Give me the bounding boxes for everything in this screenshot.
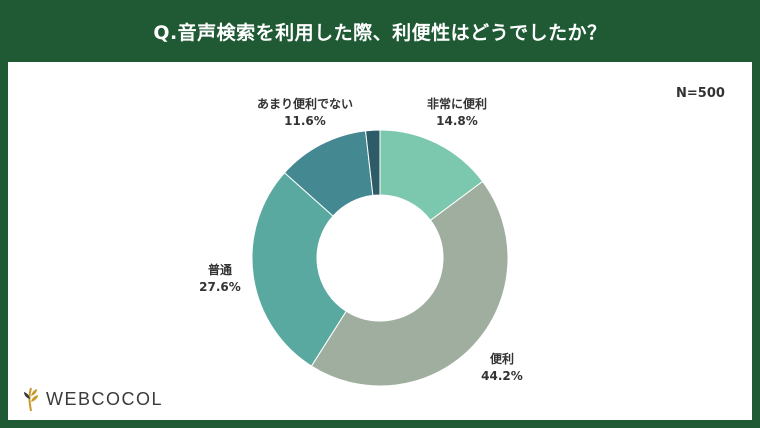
title-bar: Q.音声検索を利用した際、利便性はどうでしたか？ bbox=[0, 0, 760, 62]
slice-label-normal: 普通 27.6% bbox=[190, 262, 250, 296]
chart-title: Q.音声検索を利用した際、利便性はどうでしたか？ bbox=[153, 21, 607, 44]
slice-label-value: 44.2% bbox=[481, 369, 523, 383]
slice-label-very-convenient: 非常に便利 14.8% bbox=[412, 96, 502, 130]
slice-label-name: 非常に便利 bbox=[426, 97, 487, 111]
wheat-icon bbox=[24, 387, 38, 412]
donut-slice bbox=[365, 129, 381, 196]
slice-label-convenient: 便利 44.2% bbox=[472, 351, 532, 385]
brand-name: WEBCOCOL bbox=[46, 388, 164, 409]
brand-logo: WEBCOCOL bbox=[22, 386, 163, 412]
slice-label-not-very-convenient: あまり便利でない 11.6% bbox=[240, 96, 370, 130]
slice-label-value: 11.6% bbox=[284, 114, 326, 128]
slice-label-value: 27.6% bbox=[199, 280, 241, 294]
donut-slice bbox=[310, 180, 509, 387]
donut-slice bbox=[251, 172, 347, 367]
sample-size-label: N=500 bbox=[676, 86, 725, 101]
slice-label-value: 14.8% bbox=[436, 114, 478, 128]
slice-label-name: あまり便利でない bbox=[256, 97, 353, 111]
slice-label-name: 便利 bbox=[489, 352, 514, 366]
slice-label-name: 普通 bbox=[207, 263, 232, 277]
